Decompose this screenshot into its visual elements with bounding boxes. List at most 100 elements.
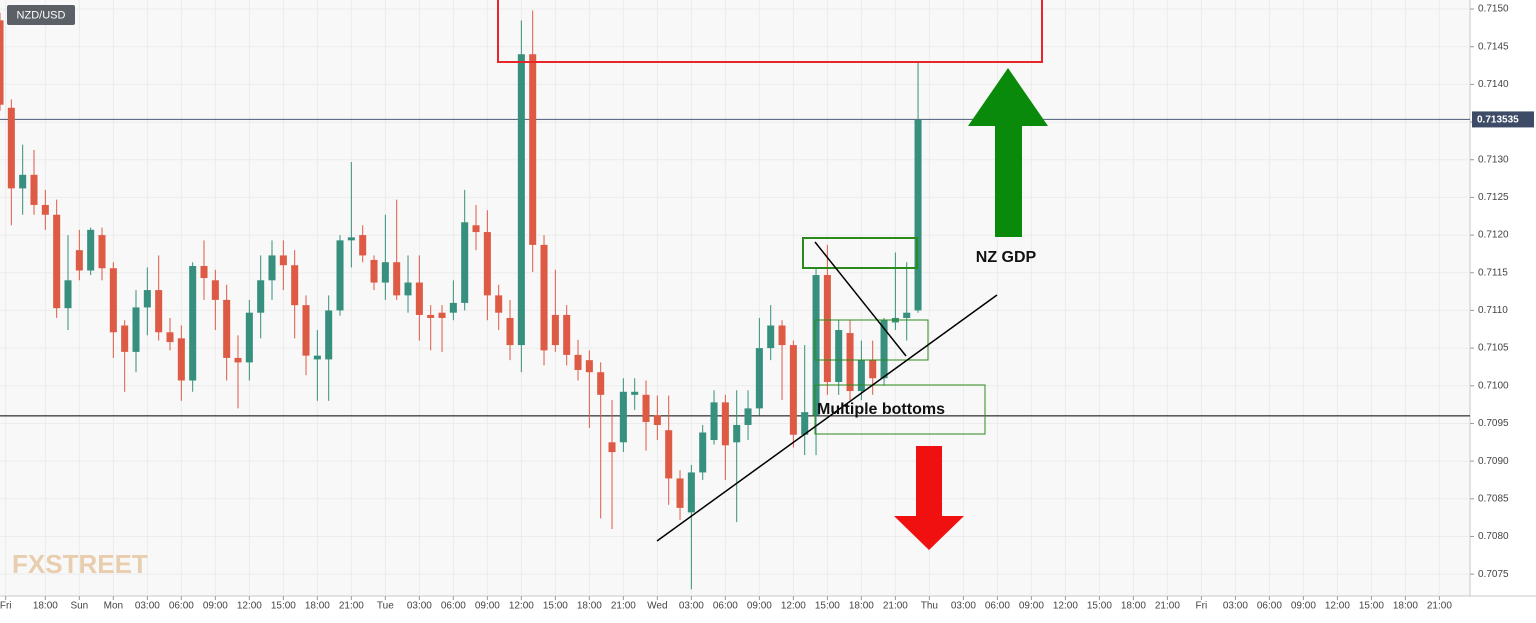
candle-body <box>597 372 605 395</box>
x-tick-label: 06:00 <box>713 601 738 612</box>
x-tick-label: Fri <box>0 601 12 612</box>
x-tick-label: 09:00 <box>475 601 500 612</box>
candle-body <box>699 432 707 473</box>
candle-body <box>359 235 367 256</box>
candle-body <box>166 332 174 343</box>
y-tick-label: 0.7115 <box>1478 267 1508 278</box>
candle-body <box>393 262 401 296</box>
bottoms-box <box>814 384 986 435</box>
candle-body <box>495 295 503 313</box>
candle-body <box>211 280 219 300</box>
candle-body <box>75 250 83 271</box>
candle-body <box>302 305 310 356</box>
x-tick-label: 09:00 <box>203 601 228 612</box>
candle-body <box>608 442 616 453</box>
x-tick-label: 03:00 <box>951 601 976 612</box>
y-tick-label: 0.7150 <box>1478 4 1509 15</box>
candle-body <box>381 262 389 283</box>
candle-body <box>98 235 106 269</box>
candle-body <box>914 119 922 311</box>
x-tick-label: 18:00 <box>577 601 602 612</box>
candle-body <box>19 174 27 189</box>
x-tick-label: Tue <box>377 601 394 612</box>
y-tick-label: 0.7125 <box>1478 192 1509 203</box>
resistance-box <box>497 0 1043 63</box>
candle-body <box>404 282 412 296</box>
candle-body <box>506 317 514 346</box>
candle-body <box>778 325 786 346</box>
wedge-line <box>814 241 907 357</box>
candle-body <box>642 394 650 422</box>
x-tick-label: 03:00 <box>135 601 160 612</box>
x-tick-label: 18:00 <box>1393 601 1418 612</box>
candle-body <box>585 360 593 373</box>
range-box <box>814 319 929 361</box>
candle-body <box>744 408 752 425</box>
x-tick-label: Fri <box>1196 601 1208 612</box>
symbol-badge <box>7 5 75 25</box>
candle-body <box>313 355 321 360</box>
candle-body <box>721 402 729 446</box>
candle-body <box>223 299 231 358</box>
candle-body <box>846 333 854 392</box>
x-tick-label: 15:00 <box>543 601 568 612</box>
candle-body <box>687 472 695 513</box>
candle-body <box>517 54 525 346</box>
up-arrow <box>968 68 1048 237</box>
x-tick-label: 03:00 <box>407 601 432 612</box>
y-tick-label: 0.7140 <box>1478 79 1509 90</box>
candle-body <box>483 232 491 296</box>
candle-body <box>347 237 355 241</box>
y-tick-label: 0.7085 <box>1478 493 1509 504</box>
x-tick-label: Sun <box>70 601 88 612</box>
candle-body <box>789 345 797 435</box>
y-tick-label: 0.7100 <box>1478 380 1509 391</box>
x-tick-label: 21:00 <box>611 601 636 612</box>
x-tick-label: 12:00 <box>1325 601 1350 612</box>
candle-body <box>653 415 661 425</box>
candle-body <box>268 255 276 281</box>
candle-body <box>755 348 763 409</box>
candle-body <box>143 290 151 308</box>
levels <box>0 118 1470 417</box>
down-arrow <box>894 446 964 550</box>
candle-body <box>64 280 72 309</box>
candle-body <box>551 314 559 346</box>
candle-body <box>245 312 253 363</box>
y-tick-label: 0.7145 <box>1478 41 1509 52</box>
x-tick-label: 18:00 <box>33 601 58 612</box>
candle-body <box>121 325 129 352</box>
x-tick-label: 21:00 <box>883 601 908 612</box>
x-tick-label: 18:00 <box>1121 601 1146 612</box>
y-tick-label: 0.7090 <box>1478 456 1509 467</box>
candle-body <box>710 402 718 441</box>
x-tick-label: 12:00 <box>781 601 806 612</box>
x-tick-label: 09:00 <box>747 601 772 612</box>
y-tick-label: 0.7130 <box>1478 154 1509 165</box>
x-tick-label: 09:00 <box>1019 601 1044 612</box>
x-tick-label: Thu <box>921 601 938 612</box>
last-price-badge <box>1472 111 1534 128</box>
x-tick-label: 12:00 <box>1053 601 1078 612</box>
candle-body <box>53 214 61 309</box>
annotation: Multiple bottoms <box>817 401 945 418</box>
candle-body <box>257 280 265 313</box>
axes: 0.71500.71450.71400.71350.71300.71250.71… <box>0 4 1534 612</box>
candles <box>0 10 922 590</box>
plot-background <box>0 0 1470 596</box>
candle-body <box>631 391 639 395</box>
candle-body <box>733 424 741 443</box>
x-tick-label: Wed <box>647 601 667 612</box>
candle-body <box>823 275 831 383</box>
candle-body <box>234 357 242 363</box>
candle-body <box>109 268 117 333</box>
candle-body <box>155 290 163 333</box>
candle-body <box>200 265 208 279</box>
x-tick-label: 15:00 <box>1359 601 1384 612</box>
candle-body <box>529 54 537 245</box>
x-tick-label: 15:00 <box>1087 601 1112 612</box>
x-tick-label: 21:00 <box>1427 601 1452 612</box>
candle-body <box>767 325 775 349</box>
candle-body <box>189 265 197 381</box>
